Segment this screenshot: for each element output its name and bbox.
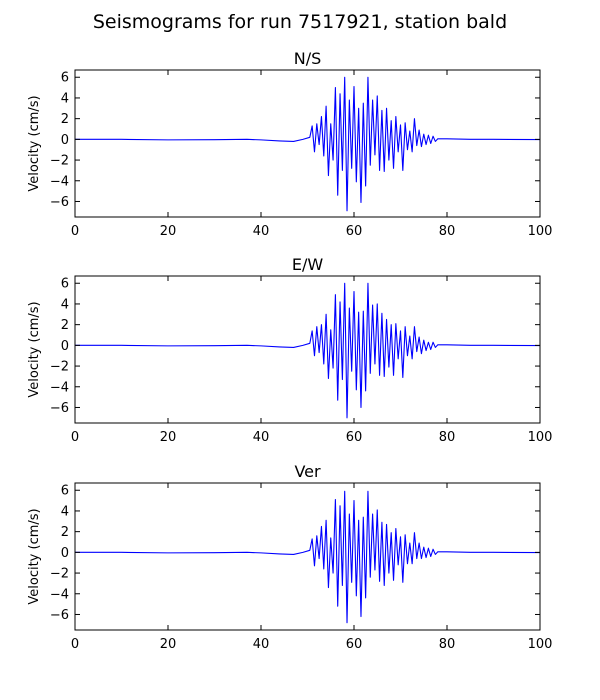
- y-tick-label-ns: 4: [61, 91, 69, 106]
- x-tick-label-ns: 60: [346, 224, 363, 239]
- y-tick-label-ns: −4: [50, 174, 69, 189]
- y-tick-label-ew: −2: [50, 360, 69, 375]
- y-axis-label-ns: Velocity (cm/s): [27, 95, 42, 191]
- x-tick-label-ver: 40: [253, 637, 270, 652]
- x-tick-label-ver: 0: [71, 637, 79, 652]
- y-tick-label-ew: 2: [61, 318, 69, 333]
- y-tick-label-ew: −6: [50, 401, 69, 416]
- y-tick-label-ns: −2: [50, 154, 69, 169]
- x-tick-label-ver: 60: [346, 637, 363, 652]
- x-tick-label-ver: 20: [160, 637, 177, 652]
- x-tick-label-ew: 0: [71, 430, 79, 445]
- x-tick-label-ew: 40: [253, 430, 270, 445]
- velocity-trace-ns: [75, 76, 541, 212]
- axes-frame-ver: [74, 482, 541, 631]
- velocity-trace-ew: [75, 282, 541, 419]
- y-tick-label-ns: 2: [61, 112, 69, 127]
- velocity-trace-ver: [75, 490, 541, 624]
- x-tick-label-ns: 80: [439, 224, 456, 239]
- y-axis-label-ew: Velocity (cm/s): [27, 301, 42, 397]
- x-tick-label-ew: 80: [439, 430, 456, 445]
- axes-frame-ns: [74, 69, 541, 218]
- x-tick-label-ew: 60: [346, 430, 363, 445]
- x-tick-label-ns: 0: [71, 224, 79, 239]
- y-tick-label-ew: 0: [61, 339, 69, 354]
- panel-ew: E/W 0 20 40 60 80 100 −6 −4 −2 0 2 4 6 Velocity (cm/s): [27, 255, 552, 445]
- x-tick-label-ns: 100: [528, 224, 553, 239]
- x-tick-label-ew: 20: [160, 430, 177, 445]
- y-tick-label-ver: 2: [61, 525, 69, 540]
- y-tick-label-ns: −6: [50, 195, 69, 210]
- axes-frame-ew: [74, 275, 541, 424]
- panel-title-ew: E/W: [292, 255, 324, 274]
- panel-title-ver: Ver: [294, 462, 321, 481]
- y-tick-label-ew: 6: [61, 277, 69, 292]
- y-tick-label-ew: 4: [61, 297, 69, 312]
- figure-title: Seismograms for run 7517921, station bal…: [93, 11, 507, 33]
- x-tick-label-ver: 80: [439, 637, 456, 652]
- y-tick-label-ver: −4: [50, 587, 69, 602]
- panel-ns: N/S 0 20 40 60 80 100 −6 −4 −2 0 2 4 6 Velocity (cm/s): [27, 49, 552, 239]
- x-tick-label-ew: 100: [528, 430, 553, 445]
- y-tick-label-ver: −2: [50, 567, 69, 582]
- x-tick-label-ns: 20: [160, 224, 177, 239]
- x-tick-label-ver: 100: [528, 637, 553, 652]
- y-tick-label-ns: 6: [61, 71, 69, 86]
- y-tick-label-ns: 0: [61, 133, 69, 148]
- y-tick-label-ver: 4: [61, 504, 69, 519]
- x-tick-label-ns: 40: [253, 224, 270, 239]
- y-tick-label-ver: −6: [50, 608, 69, 623]
- panel-ver: Ver 0 20 40 60 80 100 −6 −4 −2 0 2 4 6 Velocity (cm/s): [27, 462, 552, 652]
- y-axis-label-ver: Velocity (cm/s): [27, 508, 42, 604]
- y-tick-label-ver: 6: [61, 484, 69, 499]
- y-tick-label-ver: 0: [61, 546, 69, 561]
- y-tick-label-ew: −4: [50, 380, 69, 395]
- panel-title-ns: N/S: [294, 49, 322, 68]
